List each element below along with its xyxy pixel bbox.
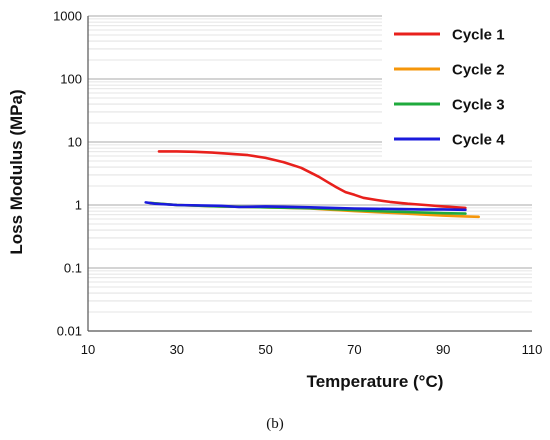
legend-label: Cycle 4 — [452, 132, 505, 149]
x-tick-label: 70 — [347, 342, 361, 357]
x-tick-label: 10 — [81, 342, 95, 357]
series-line-cycle-1 — [157, 150, 467, 210]
y-tick-label: 10 — [68, 135, 82, 150]
figure-caption: (b) — [266, 416, 284, 432]
series-line-cycle-4 — [144, 201, 467, 212]
x-axis-title: Temperature (°C) — [307, 372, 444, 391]
legend-label: Cycle 2 — [452, 62, 505, 79]
series-layer — [144, 150, 481, 219]
legend: Cycle 1 Cycle 2 Cycle 3 Cycle 4 — [382, 8, 542, 160]
x-tick-label: 110 — [522, 342, 543, 357]
x-tick-label: 90 — [436, 342, 450, 357]
legend-label: Cycle 1 — [452, 27, 505, 44]
y-axis-title: Loss Modulus (MPa) — [7, 89, 26, 254]
y-tick-label: 0.1 — [64, 261, 82, 276]
x-tick-label: 50 — [258, 342, 272, 357]
x-tick-label: 30 — [170, 342, 184, 357]
y-tick-label: 1 — [75, 198, 82, 213]
y-tick-label: 100 — [60, 72, 82, 87]
y-tick-label: 1000 — [53, 9, 82, 24]
y-tick-label: 0.01 — [57, 324, 82, 339]
legend-label: Cycle 3 — [452, 97, 505, 114]
axis-layer — [87, 16, 532, 332]
